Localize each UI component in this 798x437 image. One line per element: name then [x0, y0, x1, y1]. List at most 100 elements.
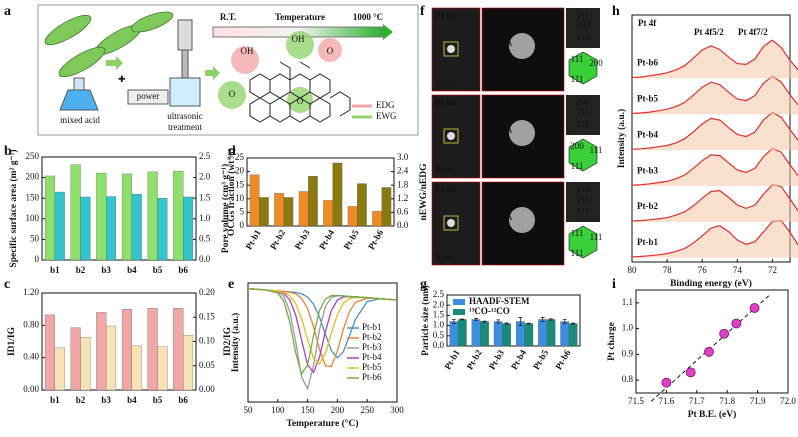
fft-label: 111 — [577, 10, 590, 20]
bar — [70, 327, 81, 391]
group-label: OH — [241, 46, 254, 56]
bar — [449, 321, 459, 347]
x-tick-label: 76 — [698, 265, 708, 275]
scale-bar: 2 nm — [488, 165, 506, 175]
y-axis-label: ID1/IG — [7, 326, 17, 356]
legend-label: ¹³CO-¹²CO — [469, 306, 510, 316]
particle-box — [443, 215, 459, 231]
y-tick-label: 250 — [26, 151, 40, 161]
legend-label: Pt-b3 — [362, 342, 382, 352]
error-bar — [496, 319, 501, 324]
error-bar — [451, 319, 456, 324]
bar — [502, 323, 511, 347]
spectrum-fill — [632, 148, 798, 186]
bar — [121, 173, 132, 261]
d-spacing: 2.26 Å — [540, 204, 565, 214]
point — [719, 328, 730, 339]
facet-label: 111 — [571, 161, 584, 171]
y-tick-label: 0.80 — [23, 319, 39, 329]
y-axis-label: Specific surface area (m² g⁻¹) — [8, 149, 19, 267]
fft-image — [566, 182, 600, 222]
sonicator — [127, 19, 201, 107]
y-tick-label: 0.05 — [199, 360, 215, 370]
legend-label: Pt-b2 — [362, 332, 382, 342]
bar — [106, 325, 117, 391]
y-tick-label: 2.5 — [199, 151, 211, 161]
bar — [372, 211, 382, 227]
x-tick-label: 72.0 — [780, 396, 796, 406]
x-tick-label: b2 — [76, 395, 86, 405]
bar — [332, 162, 343, 227]
bar — [44, 314, 55, 391]
y-tick-label: 1.0 — [199, 213, 211, 223]
y-axis-label: OCGs fraction (wt%) — [226, 148, 237, 236]
y-tick-label: 1.20 — [23, 287, 39, 297]
plot-frame — [41, 292, 197, 391]
bar — [323, 200, 333, 227]
spectrum-fill — [632, 184, 798, 222]
error-bar — [540, 317, 545, 322]
sample-label: Pt-b6 — [637, 58, 658, 68]
annotation: Pt 4f7/2 — [738, 27, 768, 37]
legend-label: EDG — [376, 100, 395, 110]
nanotubes — [44, 11, 174, 78]
particle — [509, 207, 535, 233]
y-tick-label: 50 — [30, 233, 40, 243]
point — [749, 303, 760, 313]
bar — [480, 321, 489, 347]
x-tick-label: 50 — [244, 405, 254, 415]
facet-label: 200 — [570, 141, 584, 151]
y-axis-label: Pore volume (cm³ g⁻¹) — [220, 164, 231, 253]
facet-label: 111 — [590, 145, 603, 155]
d-spacing: 1.96 Å — [530, 56, 555, 66]
panel-label: c — [4, 277, 10, 292]
temperature-start: R.T. — [220, 12, 236, 22]
d-spacing: 2.26 Å — [540, 30, 565, 40]
y-tick-label: 2.5 — [433, 289, 445, 299]
fft-label: 111 — [577, 184, 590, 194]
error-bar — [571, 322, 576, 325]
error-bar — [482, 320, 487, 323]
particle — [447, 219, 455, 227]
y-tick-label: 1.8 — [397, 179, 409, 189]
y-axis-label: Particle size (nm) — [420, 285, 431, 356]
bar — [131, 345, 142, 391]
y-tick-label: 10 — [235, 193, 245, 203]
device-label: power — [137, 91, 160, 101]
panel-label: a — [4, 4, 11, 19]
chart-title: Pt 4f — [638, 18, 657, 28]
sample-label: Pt-b4 — [435, 97, 456, 107]
bar — [131, 193, 142, 261]
error-bar — [562, 319, 567, 324]
facet-label: 111 — [571, 228, 584, 238]
bar — [308, 175, 318, 227]
particle-box — [443, 128, 459, 144]
x-tick-label: Pt-b2 — [465, 348, 484, 372]
sample-label: Pt-b2 — [637, 201, 658, 211]
x-tick-label: 300 — [390, 405, 404, 415]
bar — [157, 198, 168, 261]
y-tick-label: 1.2 — [397, 193, 408, 203]
fft-label: 200 — [576, 20, 590, 30]
x-tick-label: b5 — [153, 395, 163, 405]
d-spacing: 2.26 Å — [488, 38, 513, 48]
bar — [80, 196, 91, 261]
fft-label: 111 — [577, 119, 590, 129]
y-tick-label: 0.0 — [199, 254, 211, 264]
sample-label: Pt-b1 — [435, 10, 456, 20]
facet-model — [568, 225, 598, 259]
group-label: O — [297, 96, 304, 106]
y-tick-label: 2.0 — [433, 299, 445, 309]
bar — [347, 206, 358, 227]
bar — [538, 319, 547, 347]
legend-label: Pt-b1 — [362, 322, 382, 332]
plus: ✚ — [118, 74, 126, 84]
spectrum-fill — [632, 76, 798, 115]
x-tick-label: b4 — [127, 395, 137, 405]
fft-label: 111 — [577, 32, 590, 42]
y-tick-label: 0.40 — [23, 352, 39, 362]
y-axis-label: ID2/IG — [223, 326, 233, 356]
panel-label: g — [420, 277, 427, 292]
panel-label: h — [612, 4, 620, 19]
temperature-end: 1000 °C — [353, 12, 383, 22]
